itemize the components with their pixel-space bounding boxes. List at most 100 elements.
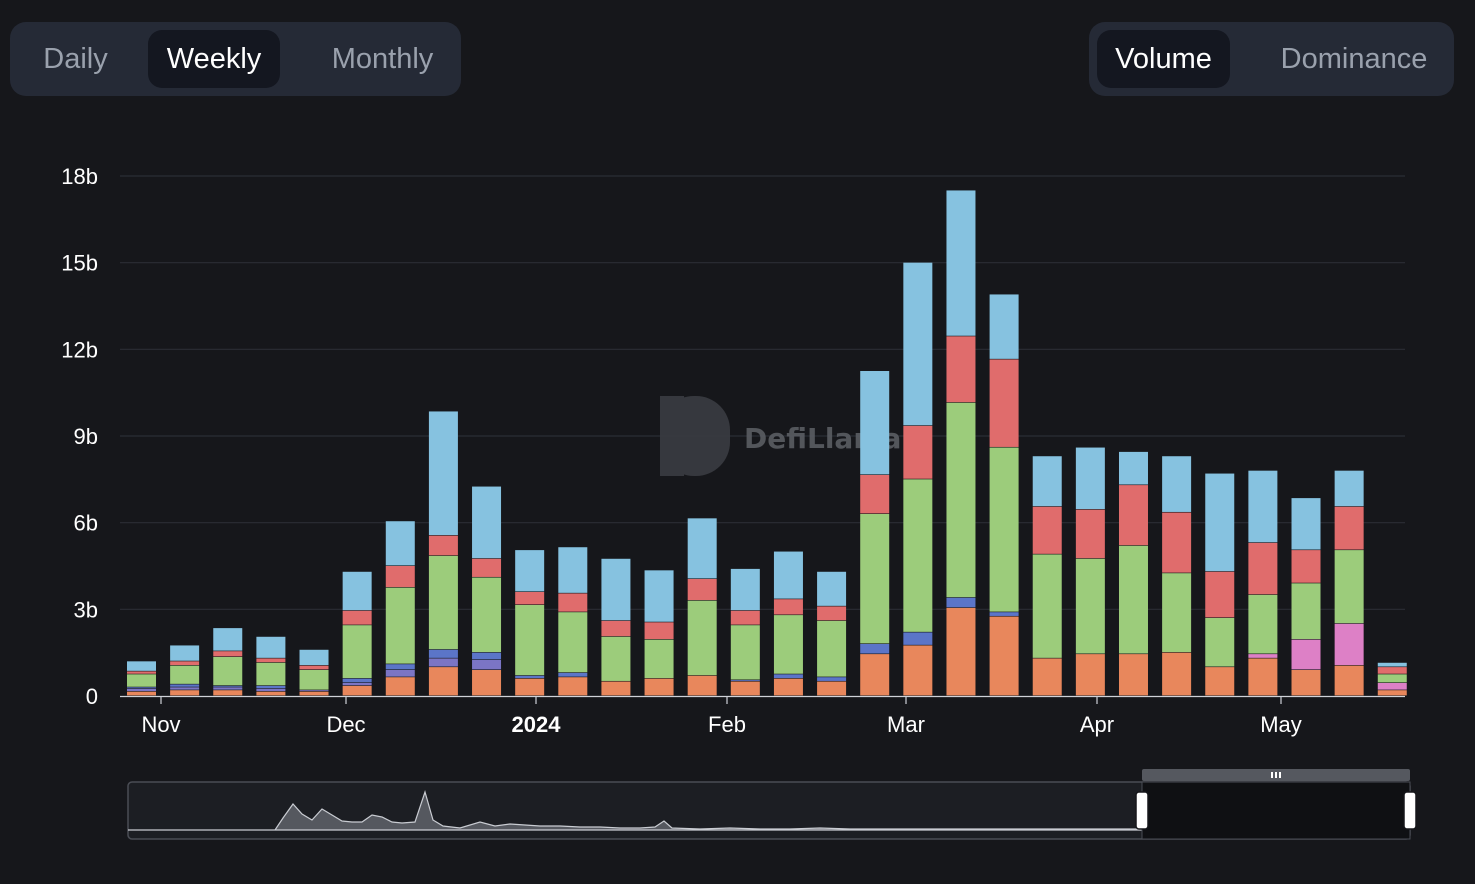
bar-segment <box>903 262 933 426</box>
bar-stack[interactable] <box>127 661 156 696</box>
bar-segment <box>817 677 847 681</box>
bar-segment <box>860 654 890 696</box>
bar-stack[interactable] <box>989 294 1019 696</box>
bar-stack[interactable] <box>1162 456 1192 696</box>
bar-segment <box>428 535 458 556</box>
bar-segment <box>342 683 372 686</box>
bar-stack[interactable] <box>428 411 458 696</box>
bar-stack[interactable] <box>213 628 243 696</box>
bar-segment <box>1032 506 1062 554</box>
y-axis-labels: 0 3b 6b 9b 12b 15b 18b <box>61 164 98 709</box>
bar-stack[interactable] <box>687 518 717 696</box>
bar-segment <box>1377 662 1407 667</box>
x-tick-label: Apr <box>1080 712 1114 737</box>
bar-segment <box>127 671 156 674</box>
bar-segment <box>817 620 847 677</box>
bar-stack[interactable] <box>1334 470 1364 696</box>
bar-segment <box>1162 652 1192 696</box>
bar-stack[interactable] <box>299 649 329 696</box>
bar-stack[interactable] <box>256 636 286 696</box>
x-tick-label: Feb <box>708 712 746 737</box>
bar-segment <box>903 632 933 645</box>
bar-segment <box>213 690 243 696</box>
bar-segment <box>1334 623 1364 666</box>
brush-right-handle[interactable] <box>1403 791 1417 830</box>
bar-segment <box>989 294 1019 359</box>
bar-stack[interactable] <box>1075 447 1105 696</box>
volume-button[interactable]: Volume <box>1097 30 1230 88</box>
daily-button[interactable]: Daily <box>43 43 108 75</box>
bar-segment <box>817 606 847 621</box>
bar-stack[interactable] <box>1118 451 1148 696</box>
bar-stack[interactable] <box>860 371 890 696</box>
time-range-brush[interactable] <box>127 769 1417 840</box>
bar-segment <box>687 600 717 676</box>
bar-stack[interactable] <box>817 571 847 696</box>
bar-stack[interactable] <box>644 570 674 696</box>
bar-segment <box>601 636 631 681</box>
bar-stack[interactable] <box>1377 662 1407 696</box>
bar-segment <box>1118 545 1148 654</box>
bar-stack[interactable] <box>773 551 803 696</box>
bar-segment <box>1118 654 1148 696</box>
bar-segment <box>428 649 458 658</box>
bar-stack[interactable] <box>1291 498 1321 696</box>
bar-segment <box>1291 498 1321 550</box>
weekly-button[interactable]: Weekly <box>148 30 280 88</box>
bar-segment <box>256 636 286 658</box>
bar-stack[interactable] <box>1032 456 1062 696</box>
x-tick-label: Mar <box>887 712 925 737</box>
bar-segment <box>946 190 976 336</box>
bar-segment <box>428 555 458 650</box>
bar-stack[interactable] <box>730 568 760 696</box>
bar-stack[interactable] <box>601 558 631 696</box>
bar-segment <box>385 521 415 566</box>
bar-segment <box>773 551 803 599</box>
bar-segment <box>903 645 933 696</box>
bar-segment <box>1377 690 1407 696</box>
bar-segment <box>1162 512 1192 573</box>
brush-left-handle[interactable] <box>1135 791 1149 830</box>
bar-stack[interactable] <box>342 571 372 696</box>
bar-stack[interactable] <box>1205 473 1235 696</box>
bar-segment <box>817 681 847 696</box>
bar-segment <box>1075 509 1105 559</box>
bar-segment <box>213 628 243 651</box>
bar-segment <box>385 664 415 670</box>
bar-segment <box>773 678 803 696</box>
bar-segment <box>170 645 200 661</box>
bar-segment <box>1291 550 1321 583</box>
bar-segment <box>1248 658 1278 696</box>
bar-segment <box>515 550 545 592</box>
bar-segment <box>1377 683 1407 690</box>
bar-stack[interactable] <box>1248 470 1278 696</box>
bar-stack[interactable] <box>515 550 545 696</box>
bar-stack[interactable] <box>385 521 415 696</box>
brush-selected-window[interactable] <box>1141 781 1411 840</box>
bar-segment <box>256 662 286 686</box>
bar-segment <box>385 566 415 588</box>
bar-segment <box>1075 654 1105 696</box>
bar-segment <box>428 658 458 667</box>
bar-stack[interactable] <box>903 262 933 696</box>
bar-segment <box>946 597 976 608</box>
interval-toggle: Daily Weekly Monthly <box>10 22 461 96</box>
bar-segment <box>558 677 588 696</box>
bar-segment <box>472 659 502 670</box>
bar-segment <box>1205 473 1235 572</box>
bar-stack[interactable] <box>170 645 200 696</box>
bar-segment <box>1162 573 1192 653</box>
bar-segment <box>989 359 1019 447</box>
bar-stack[interactable] <box>946 190 976 696</box>
bar-segment <box>256 658 286 663</box>
bar-segment <box>342 678 372 683</box>
bar-segment <box>1205 667 1235 696</box>
monthly-button[interactable]: Monthly <box>331 43 434 75</box>
bar-stack[interactable] <box>558 547 588 696</box>
bar-segment <box>127 691 156 696</box>
dominance-button[interactable]: Dominance <box>1280 43 1428 75</box>
bar-segment <box>1334 506 1364 550</box>
bar-segment <box>299 665 329 670</box>
drag-grip-icon <box>1279 772 1281 778</box>
bar-stack[interactable] <box>472 486 502 696</box>
